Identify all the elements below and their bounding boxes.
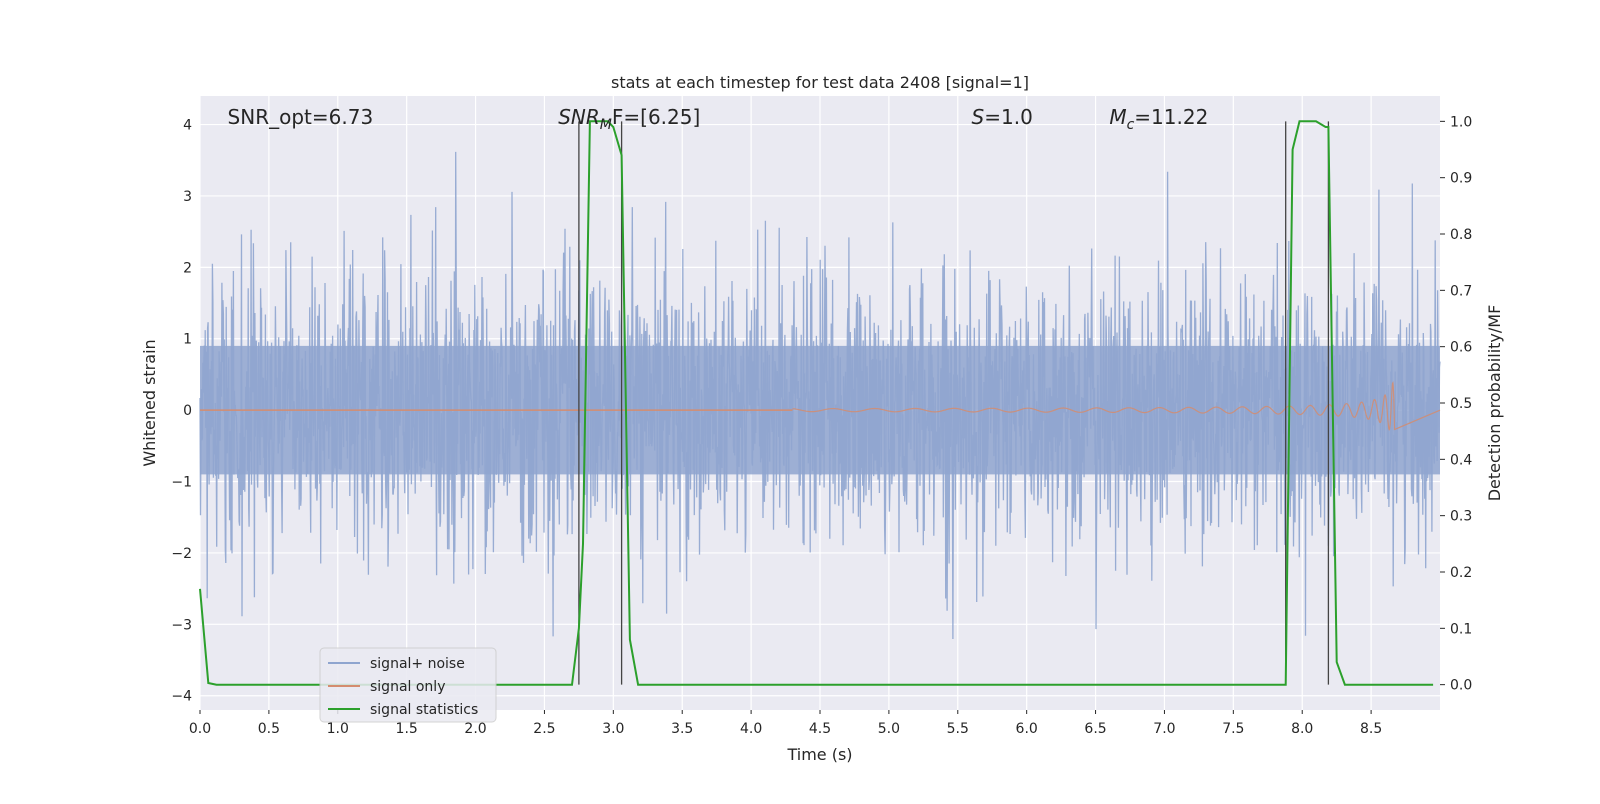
y-axis-label-left: Whitened strain [140, 339, 159, 466]
signal-chirp [792, 381, 1441, 431]
y-right-tick-label-7: 0.7 [1450, 283, 1472, 299]
y-right-tick-label-1: 0.1 [1450, 621, 1472, 637]
y-left-tick-label-1: −3 [171, 617, 192, 633]
vertical-markers [578, 121, 1330, 685]
y-left-tick-label-3: −1 [171, 475, 192, 491]
statistics-line [199, 120, 1434, 686]
x-tick-label-16: 8.0 [1291, 721, 1313, 737]
x-tick-label-6: 3.0 [602, 721, 624, 737]
y-right-tick-label-0: 0.0 [1450, 678, 1472, 694]
x-tick-label-5: 2.5 [533, 721, 555, 737]
x-tick-label-9: 4.5 [809, 721, 831, 737]
legend-label-signal: signal only [370, 679, 445, 695]
x-tick-label-7: 3.5 [671, 721, 693, 737]
y-right-tick-label-6: 0.6 [1450, 340, 1472, 356]
x-tick-label-11: 5.5 [947, 721, 969, 737]
y-left-tick-label-5: 1 [183, 332, 192, 348]
y-right-tick-label-8: 0.8 [1450, 227, 1472, 243]
x-tick-label-15: 7.5 [1222, 721, 1244, 737]
x-axis-label: Time (s) [786, 745, 852, 764]
x-tick-label-1: 0.5 [258, 721, 280, 737]
y-axis-label-right: Detection probability/MF [1485, 305, 1504, 502]
legend: signal+ noise signal only signal statist… [319, 647, 497, 723]
x-tick-label-4: 2.0 [464, 721, 486, 737]
x-tick-label-3: 1.5 [396, 721, 418, 737]
chart-title: stats at each timestep for test data 240… [611, 73, 1029, 92]
x-tick-label-14: 7.0 [1153, 721, 1175, 737]
annotation-3: Mc=11.22 [1109, 105, 1208, 133]
x-tick-label-0: 0.0 [189, 721, 211, 737]
statistics-series [199, 120, 1434, 686]
x-tick-label-12: 6.0 [1016, 721, 1038, 737]
x-ticks: 0.0 0.5 1.0 1.5 2.0 2.5 3.0 3.5 4.0 4.5 5.0 5.5 6.0 6… [189, 710, 1382, 737]
y-left-tick-label-6: 2 [183, 260, 192, 276]
y-right-tick-label-2: 0.2 [1450, 565, 1472, 581]
x-tick-label-10: 5.0 [878, 721, 900, 737]
legend-box [319, 647, 497, 723]
y-right-tick-label-9: 0.9 [1450, 171, 1472, 187]
annotation-2: S=1.0 [972, 105, 1033, 129]
annotation-1: SNRMF=[6.25] [558, 105, 700, 133]
x-tick-label-8: 4.0 [740, 721, 762, 737]
x-tick-label-2: 1.0 [327, 721, 349, 737]
x-tick-label-13: 6.5 [1084, 721, 1106, 737]
signal-series [200, 381, 1441, 431]
y-ticks-left: −4 −3 −2 −1 0 1 2 3 4 [171, 118, 192, 705]
y-right-tick-label-4: 0.4 [1450, 452, 1472, 468]
y-left-tick-label-8: 4 [183, 118, 192, 134]
y-right-tick-label-3: 0.3 [1450, 509, 1472, 525]
y-left-tick-label-2: −2 [171, 546, 192, 562]
legend-label-stats: signal statistics [370, 702, 478, 718]
y-left-tick-label-0: −4 [171, 689, 192, 705]
y-ticks-right: 0.0 0.1 0.2 0.3 0.4 0.5 0.6 0.7 0.8 0.9 1.0 [1440, 114, 1472, 694]
y-left-tick-label-4: 0 [183, 403, 192, 419]
annotations: SNR_opt=6.73 SNRMF=[6.25] S=1.0 Mc=11.22 [228, 105, 1209, 133]
legend-label-noise: signal+ noise [370, 656, 465, 672]
x-tick-label-17: 8.5 [1360, 721, 1382, 737]
y-right-tick-label-10: 1.0 [1450, 114, 1472, 130]
annotation-0: SNR_opt=6.73 [228, 105, 374, 129]
y-left-tick-label-7: 3 [183, 189, 192, 205]
y-right-tick-label-5: 0.5 [1450, 396, 1472, 412]
